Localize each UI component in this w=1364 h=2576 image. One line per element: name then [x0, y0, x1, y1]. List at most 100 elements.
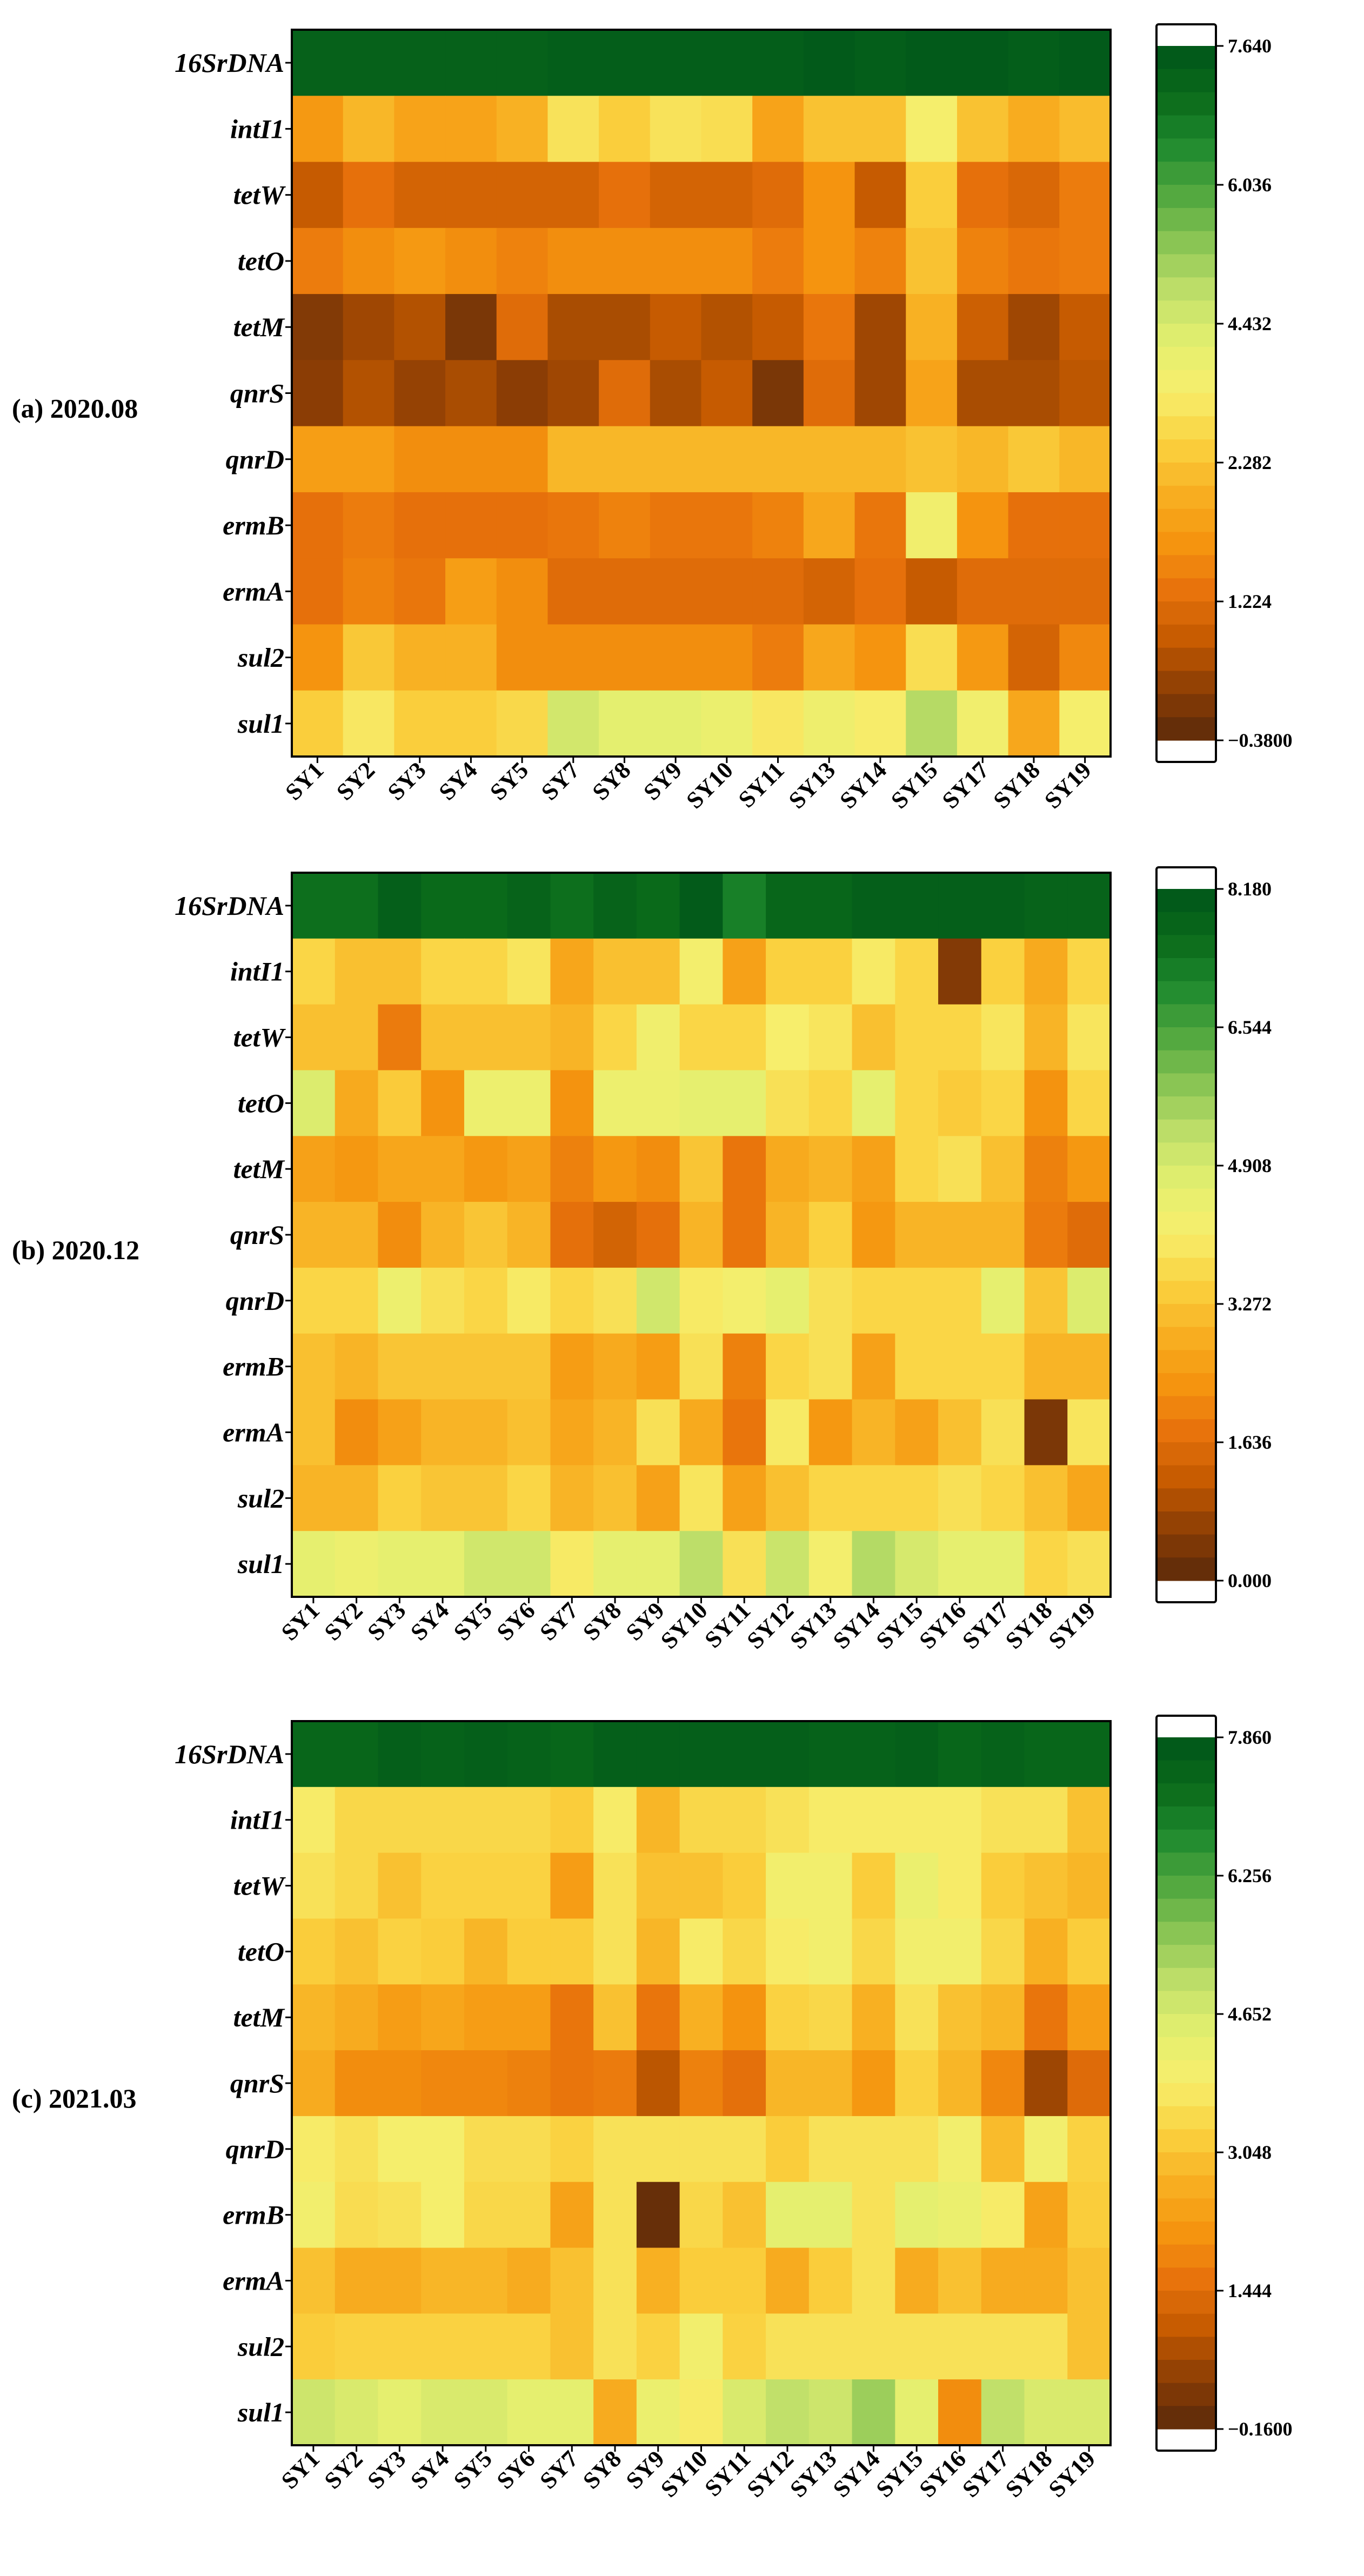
heatmap-cell-16SrDNA-SY4	[421, 1721, 465, 1788]
heatmap-cell-tetO-SY11	[723, 1918, 766, 1985]
heatmap-cell-tetM-SY12	[766, 1984, 810, 2051]
heatmap-cell-ermB-SY1	[292, 2182, 336, 2249]
heatmap-cell-sul2-SY16	[938, 2313, 982, 2380]
heatmap-cell-qnrS-SY11	[723, 2050, 766, 2117]
heatmap-cell-qnrD-SY12	[766, 2116, 810, 2183]
color-scale-segment	[1158, 1806, 1215, 1830]
heatmap-cell-qnrD-SY1	[292, 1267, 336, 1334]
heatmap-cell-qnrS-SY13	[808, 2050, 853, 2117]
row-label: qnrD	[226, 1286, 284, 1316]
heatmap-cell-sul2-SY2	[335, 2313, 379, 2380]
heatmap-cell-intI1-SY6	[507, 1787, 551, 1854]
heatmap-cell-tetM-SY17	[981, 1984, 1025, 2051]
heatmap-cell-tetO-SY4	[445, 228, 497, 295]
heatmap-cell-sul1-SY13	[808, 2379, 853, 2446]
heatmap-cell-qnrS-SY15	[895, 1202, 939, 1268]
color-scale-segment	[1158, 601, 1215, 625]
color-scale-segment	[1158, 2244, 1215, 2268]
heatmap-cell-ermA-SY18	[1008, 558, 1060, 625]
heatmap-cell-tetO-SY7	[550, 1070, 594, 1136]
heatmap-cell-tetM-SY8	[593, 1136, 637, 1202]
heatmap-cell-tetO-SY3	[394, 228, 446, 295]
row-label: qnrS	[230, 2068, 284, 2098]
row-label: sul2	[237, 643, 284, 673]
heatmap-cell-tetW-SY12	[766, 1852, 810, 1919]
heatmap-cell-sul2-SY12	[766, 1465, 810, 1531]
heatmap-cell-ermA-SY5	[496, 558, 549, 625]
heatmap-cell-tetM-SY5	[464, 1984, 508, 2051]
heatmap-cell-sul2-SY7	[550, 1465, 594, 1531]
color-scale-segment	[1158, 2106, 1215, 2130]
heatmap-cell-sul2-SY8	[593, 2313, 637, 2380]
heatmap-cell-tetO-SY5	[496, 228, 549, 295]
heatmap-cell-16SrDNA-SY17	[981, 873, 1025, 939]
heatmap-cell-tetW-SY19	[1067, 1004, 1111, 1071]
heatmap-cell-16SrDNA-SY19	[1067, 1721, 1111, 1788]
heatmap-cell-sul2-SY13	[808, 2313, 853, 2380]
heatmap-cell-tetW-SY3	[378, 1004, 422, 1071]
heatmap-cell-intI1-SY12	[766, 1787, 810, 1854]
heatmap-cell-tetM-SY18	[1024, 1136, 1068, 1202]
heatmap-cell-16SrDNA-SY1	[292, 1721, 336, 1788]
color-scale-tick-label: 1.224	[1228, 591, 1272, 612]
heatmap-cell-qnrD-SY8	[593, 1267, 637, 1334]
heatmap-cell-ermB-SY2	[335, 2182, 379, 2249]
color-scale-segment	[1158, 1327, 1215, 1350]
heatmap-cell-qnrD-SY17	[981, 1267, 1025, 1334]
heatmap-cell-qnrS-SY1	[292, 1202, 336, 1268]
heatmap-cell-16SrDNA-SY13	[803, 30, 855, 96]
heatmap-cell-intI1-SY7	[550, 938, 594, 1005]
heatmap-cell-sul1-SY13	[808, 1531, 853, 1597]
color-scale-tick-label: 1.636	[1228, 1431, 1272, 1453]
heatmap-cell-16SrDNA-SY3	[394, 30, 446, 96]
heatmap-cell-ermB-SY17	[981, 2182, 1025, 2249]
heatmap-cell-tetO-SY10	[679, 1918, 723, 1985]
heatmap-cell-tetW-SY4	[445, 162, 497, 229]
heatmap-cell-sul2-SY5	[464, 1465, 508, 1531]
heatmap-cell-ermB-SY15	[895, 2182, 939, 2249]
heatmap-cell-tetO-SY14	[854, 228, 906, 295]
heatmap-cell-qnrS-SY9	[636, 2050, 680, 2117]
heatmap-cell-tetM-SY19	[1067, 1136, 1111, 1202]
heatmap-cell-sul2-SY13	[803, 624, 855, 691]
heatmap-cell-16SrDNA-SY2	[335, 873, 379, 939]
color-scale-segment	[1158, 231, 1215, 255]
heatmap-cell-tetW-SY8	[599, 162, 651, 229]
heatmap-cell-qnrD-SY15	[895, 2116, 939, 2183]
heatmap-cell-ermA-SY17	[981, 2247, 1025, 2314]
heatmap-cell-tetO-SY9	[636, 1918, 680, 1985]
heatmap-cell-ermA-SY15	[895, 2247, 939, 2314]
color-scale-segment	[1158, 1968, 1215, 1991]
color-scale-segment	[1158, 2222, 1215, 2245]
heatmap-cell-qnrD-SY2	[335, 1267, 379, 1334]
heatmap-cell-intI1-SY5	[464, 1787, 508, 1854]
color-scale-tick-label: 7.860	[1228, 1727, 1272, 1748]
heatmap-cell-intI1-SY12	[766, 938, 810, 1005]
heatmap-cell-sul2-SY9	[650, 624, 702, 691]
heatmap-cell-sul1-SY12	[766, 1531, 810, 1597]
heatmap-cell-ermB-SY7	[550, 2182, 594, 2249]
heatmap-cell-tetW-SY6	[507, 1004, 551, 1071]
panel-title: (a) 2020.08	[12, 393, 138, 423]
heatmap-cell-16SrDNA-SY8	[593, 1721, 637, 1788]
color-scale-tick-label: −0.1600	[1228, 2418, 1293, 2440]
panel-title: (c) 2021.03	[12, 2083, 137, 2113]
heatmap-cell-qnrS-SY9	[636, 1202, 680, 1268]
heatmap-cell-tetO-SY16	[938, 1070, 982, 1136]
heatmap-cell-intI1-SY17	[981, 1787, 1025, 1854]
heatmap-cell-ermB-SY15	[895, 1333, 939, 1400]
heatmap-cell-tetW-SY8	[593, 1852, 637, 1919]
heatmap-cell-ermA-SY12	[766, 1399, 810, 1466]
heatmap-cell-qnrS-SY2	[335, 1202, 379, 1268]
heatmap-cell-intI1-SY5	[496, 96, 549, 163]
heatmap-cell-qnrD-SY9	[636, 1267, 680, 1334]
heatmap-cell-sul1-SY19	[1059, 690, 1111, 757]
heatmap-cell-16SrDNA-SY14	[852, 1721, 895, 1788]
heatmap-cell-qnrS-SY5	[496, 360, 549, 427]
heatmap-cell-sul2-SY9	[636, 2313, 680, 2380]
heatmap-cell-16SrDNA-SY10	[679, 1721, 723, 1788]
color-scale-segment	[1158, 1350, 1215, 1374]
heatmap-cell-sul1-SY6	[507, 1531, 551, 1597]
heatmap-cell-sul2-SY2	[335, 1465, 379, 1531]
heatmap-cell-sul2-SY8	[599, 624, 651, 691]
